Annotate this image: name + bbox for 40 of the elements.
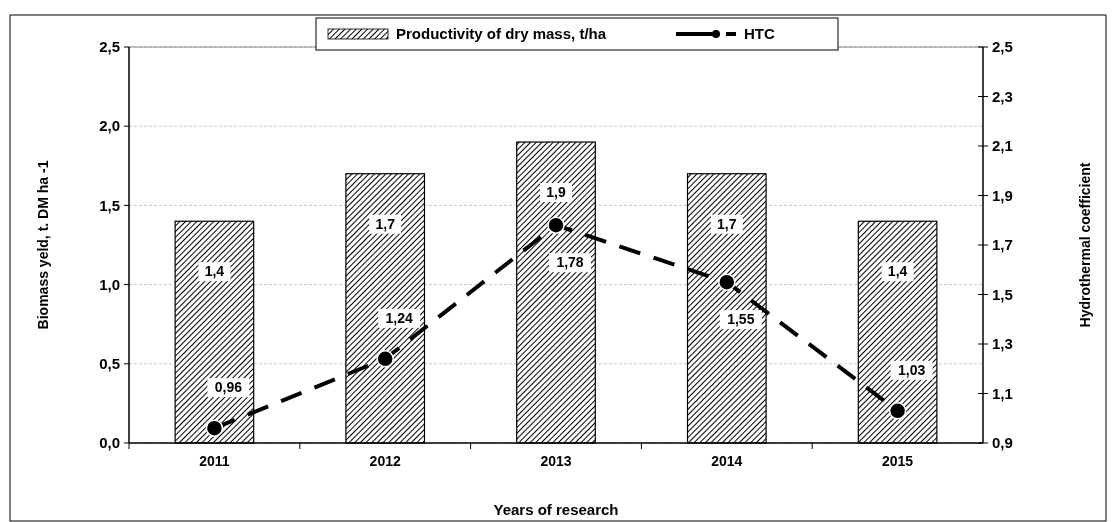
- point: [888, 402, 907, 420]
- y2-axis-title: Hydrothermal coefficient: [1077, 162, 1093, 328]
- point: [376, 350, 394, 368]
- data-label: 1,24: [385, 309, 414, 326]
- x-axis-title: Years of research: [493, 501, 619, 518]
- data-label: 1,03: [897, 361, 926, 378]
- x-tick-label: 2012: [369, 453, 401, 469]
- y-tick-label: 2,0: [99, 117, 120, 135]
- legend-label: HTC: [744, 25, 775, 43]
- point: [718, 273, 736, 291]
- point: [547, 216, 565, 234]
- data-label: 1,7: [375, 215, 396, 232]
- y-tick-label: 2,5: [99, 38, 120, 56]
- data-label: 1,4: [887, 263, 908, 280]
- data-label: 1,7: [717, 215, 737, 232]
- y2-tick-label: 1,5: [992, 285, 1013, 303]
- y-tick-label: 0,0: [99, 434, 120, 452]
- data-label: 1,4: [204, 263, 225, 280]
- y2-tick-label: 1,3: [992, 335, 1013, 353]
- x-tick-label: 2015: [882, 453, 914, 469]
- y-tick-label: 1,5: [99, 196, 120, 214]
- x-tick-label: 2013: [540, 453, 572, 469]
- y-tick-label: 1,0: [99, 275, 120, 293]
- legend-label: Productivity of dry mass, t/ha: [396, 25, 607, 43]
- y-axis-title: Biomass yeld, t. DM ha -1: [35, 160, 51, 330]
- x-tick-label: 2011: [199, 453, 230, 469]
- y2-tick-label: 2,5: [992, 38, 1013, 56]
- y2-tick-label: 2,3: [992, 87, 1013, 105]
- x-tick-label: 2014: [711, 453, 743, 469]
- y2-tick-label: 2,1: [992, 137, 1013, 155]
- y2-tick-label: 0,9: [992, 434, 1013, 452]
- data-label: 1,78: [556, 254, 584, 271]
- data-label: 0,96: [214, 379, 243, 396]
- data-label: 1,9: [546, 184, 566, 201]
- point: [205, 419, 224, 437]
- y2-tick-label: 1,9: [992, 186, 1013, 204]
- y2-tick-label: 1,1: [992, 384, 1013, 402]
- data-label: 1,55: [727, 311, 755, 328]
- y2-tick-label: 1,7: [992, 236, 1013, 254]
- y-tick-label: 0,5: [99, 355, 120, 373]
